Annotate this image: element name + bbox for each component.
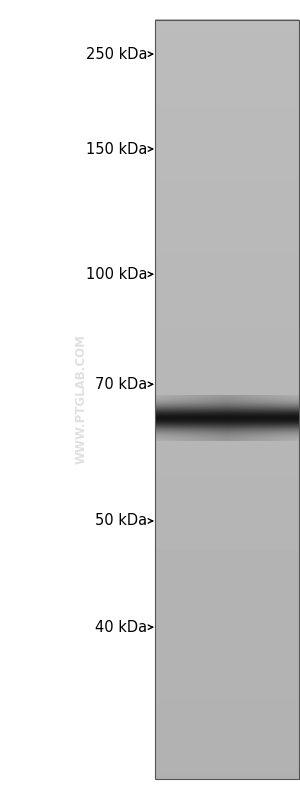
Text: 50 kDa: 50 kDa: [95, 514, 147, 528]
Text: WWW.PTGLAB.COM: WWW.PTGLAB.COM: [74, 335, 88, 464]
Text: 100 kDa: 100 kDa: [85, 267, 147, 282]
Bar: [154, 20, 298, 779]
Text: 40 kDa: 40 kDa: [95, 620, 147, 634]
Text: 250 kDa: 250 kDa: [85, 46, 147, 62]
Text: 150 kDa: 150 kDa: [85, 141, 147, 157]
Text: 70 kDa: 70 kDa: [95, 377, 147, 392]
